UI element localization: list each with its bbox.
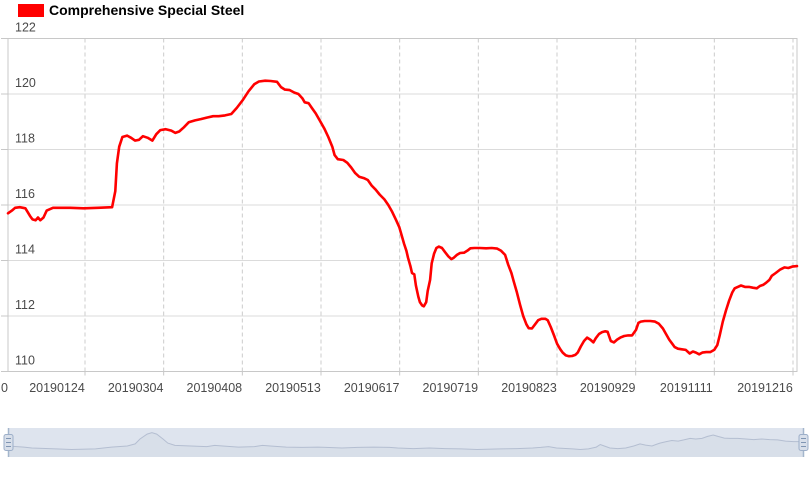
legend-label: Comprehensive Special Steel (49, 2, 245, 18)
series-line (6, 79, 799, 358)
x-axis-label: 20191111 (660, 381, 713, 395)
x-axis-label-clipped: 0 (1, 381, 8, 395)
x-axis-label: 20191216 (737, 381, 793, 395)
y-axis-label: 110 (15, 354, 35, 368)
y-axis-label: 114 (15, 243, 35, 257)
x-axis-label: 20190823 (501, 381, 557, 395)
navigator-shadow-line (7, 432, 803, 451)
plot-border (7, 38, 798, 372)
y-axis-label: 116 (15, 187, 35, 201)
x-axis-label: 20190124 (29, 381, 85, 395)
y-axis-label: 118 (15, 132, 35, 146)
navigator-shadow-area (8, 432, 803, 457)
x-axis-label: 20190929 (580, 381, 636, 395)
x-axis-label: 20190304 (108, 381, 164, 395)
legend-swatch (18, 4, 44, 17)
x-axis-label: 20190408 (187, 381, 243, 395)
legend-item[interactable]: Comprehensive Special Steel (18, 2, 244, 19)
x-axis-label: 20190513 (265, 381, 321, 395)
y-axis-label: 112 (15, 298, 35, 312)
y-axis-label: 122 (15, 21, 36, 35)
plot-area[interactable] (8, 39, 797, 372)
x-axis-label: 20190617 (344, 381, 400, 395)
x-axis-label: 20190719 (423, 381, 479, 395)
y-axis-label: 120 (15, 76, 36, 90)
